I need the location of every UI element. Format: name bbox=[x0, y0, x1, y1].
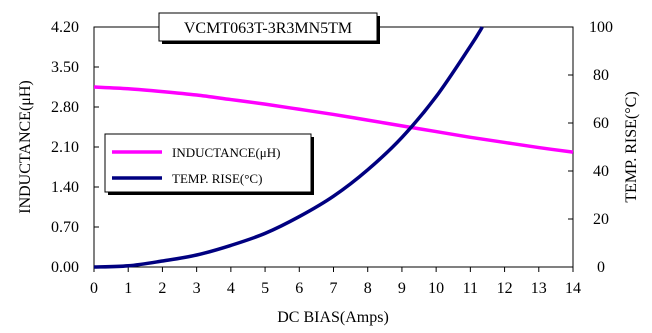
right-y-tick-label: 100 bbox=[589, 19, 613, 36]
legend: INDUCTANCE(μH) TEMP. RISE(°C) bbox=[104, 133, 314, 195]
chart-title-box: VCMT063T-3R3MN5TM bbox=[158, 12, 380, 44]
x-tick-label: 2 bbox=[158, 280, 166, 297]
x-tick-label: 9 bbox=[398, 280, 406, 297]
legend-label-temp-rise: TEMP. RISE(°C) bbox=[172, 171, 262, 186]
left-y-axis-ticks: 0.00 0.70 1.40 2.10 2.80 3.50 4.20 bbox=[51, 19, 99, 276]
right-y-axis-ticks: 0 20 40 60 80 100 bbox=[568, 19, 613, 276]
right-y-tick-label: 60 bbox=[593, 115, 609, 132]
legend-label-inductance: INDUCTANCE(μH) bbox=[172, 145, 280, 160]
right-y-tick-label: 20 bbox=[593, 211, 609, 228]
x-tick-label: 14 bbox=[565, 280, 581, 297]
x-tick-label: 5 bbox=[261, 280, 269, 297]
series-line-inductance bbox=[93, 85, 574, 154]
x-tick-label: 13 bbox=[531, 280, 547, 297]
series-layer bbox=[93, 26, 574, 269]
right-y-axis-title: TEMP. RISE(°C) bbox=[623, 91, 640, 202]
x-tick-label: 8 bbox=[364, 280, 372, 297]
left-y-tick-label: 0.00 bbox=[51, 259, 79, 276]
x-axis-ticks: 0 1 2 3 4 5 6 7 8 9 10 11 12 13 14 bbox=[90, 267, 581, 297]
left-y-tick-label: 2.80 bbox=[51, 99, 79, 116]
left-y-tick-label: 4.20 bbox=[51, 19, 79, 36]
left-y-tick-label: 1.40 bbox=[51, 179, 79, 196]
left-y-axis-title: INDUCTANCE(μH) bbox=[17, 80, 34, 214]
x-tick-label: 11 bbox=[463, 280, 478, 297]
x-tick-label: 4 bbox=[227, 280, 235, 297]
x-tick-label: 10 bbox=[428, 280, 444, 297]
x-tick-label: 0 bbox=[90, 280, 98, 297]
x-tick-label: 1 bbox=[124, 280, 132, 297]
right-y-tick-label: 0 bbox=[597, 259, 605, 276]
right-y-tick-label: 80 bbox=[593, 67, 609, 84]
x-tick-label: 7 bbox=[330, 280, 338, 297]
chart-title: VCMT063T-3R3MN5TM bbox=[184, 20, 352, 37]
x-tick-label: 6 bbox=[295, 280, 303, 297]
x-axis-title: DC BIAS(Amps) bbox=[277, 309, 389, 326]
right-y-tick-label: 40 bbox=[593, 163, 609, 180]
series-line-temp-rise bbox=[93, 26, 484, 269]
left-y-tick-label: 3.50 bbox=[51, 59, 79, 76]
left-y-tick-label: 0.70 bbox=[51, 219, 79, 236]
left-y-tick-label: 2.10 bbox=[51, 139, 79, 156]
x-tick-label: 12 bbox=[497, 280, 513, 297]
x-tick-label: 3 bbox=[193, 280, 201, 297]
